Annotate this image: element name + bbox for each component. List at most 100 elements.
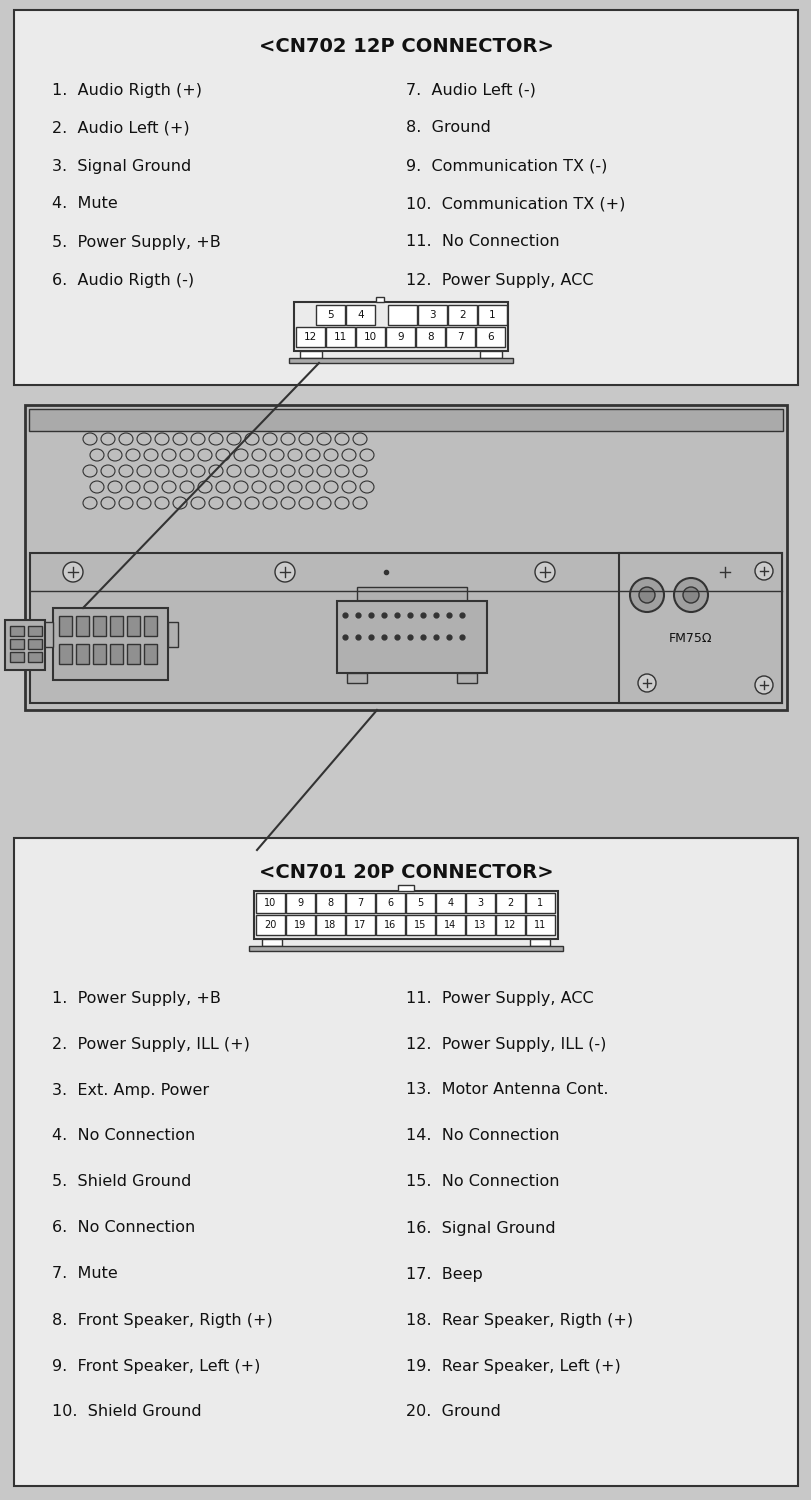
Bar: [406, 915, 435, 934]
Text: 6.  No Connection: 6. No Connection: [52, 1221, 195, 1236]
Bar: [14, 10, 797, 386]
Text: 3: 3: [477, 898, 483, 908]
Text: <CN702 12P CONNECTOR>: <CN702 12P CONNECTOR>: [258, 36, 553, 56]
Text: 2.  Power Supply, ILL (+): 2. Power Supply, ILL (+): [52, 1036, 250, 1052]
Bar: [28, 652, 42, 662]
Bar: [285, 892, 315, 914]
Bar: [43, 622, 53, 646]
Bar: [388, 304, 417, 326]
Text: 13: 13: [474, 920, 486, 930]
Bar: [299, 351, 322, 358]
Bar: [127, 616, 139, 636]
Text: 3.  Ext. Amp. Power: 3. Ext. Amp. Power: [52, 1083, 209, 1098]
Bar: [28, 639, 42, 650]
Bar: [345, 915, 375, 934]
Text: 15.  No Connection: 15. No Connection: [406, 1174, 559, 1190]
Text: 3: 3: [429, 310, 436, 320]
Text: 8: 8: [327, 898, 333, 908]
Bar: [436, 915, 465, 934]
Bar: [59, 616, 72, 636]
Bar: [255, 915, 285, 934]
Bar: [14, 839, 797, 1486]
Ellipse shape: [673, 578, 707, 612]
Text: 14.  No Connection: 14. No Connection: [406, 1128, 559, 1143]
Bar: [375, 297, 384, 302]
Bar: [144, 616, 157, 636]
Text: 9.  Communication TX (-): 9. Communication TX (-): [406, 159, 607, 174]
Text: 8: 8: [427, 332, 433, 342]
Text: 16: 16: [384, 920, 396, 930]
Bar: [5, 620, 45, 670]
Bar: [289, 358, 513, 363]
Bar: [436, 892, 465, 914]
Ellipse shape: [754, 676, 772, 694]
Text: 18: 18: [324, 920, 337, 930]
Bar: [76, 644, 89, 664]
Bar: [127, 644, 139, 664]
Text: 12.  Power Supply, ACC: 12. Power Supply, ACC: [406, 273, 593, 288]
Bar: [285, 915, 315, 934]
Bar: [346, 674, 367, 682]
Bar: [526, 892, 554, 914]
Bar: [448, 304, 476, 326]
Ellipse shape: [63, 562, 83, 582]
Text: 14: 14: [444, 920, 456, 930]
Text: 17.  Beep: 17. Beep: [406, 1266, 483, 1281]
Text: 7: 7: [457, 332, 463, 342]
Bar: [375, 915, 405, 934]
Bar: [249, 946, 562, 951]
Ellipse shape: [275, 562, 294, 582]
Bar: [296, 327, 324, 346]
Bar: [315, 304, 345, 326]
Text: 20.  Ground: 20. Ground: [406, 1404, 500, 1419]
Bar: [25, 405, 786, 710]
Text: 6: 6: [387, 898, 393, 908]
Bar: [357, 586, 466, 602]
Text: 2: 2: [507, 898, 513, 908]
Text: 18.  Rear Speaker, Rigth (+): 18. Rear Speaker, Rigth (+): [406, 1312, 633, 1328]
Bar: [397, 885, 414, 891]
Bar: [93, 644, 106, 664]
Text: 6: 6: [487, 332, 493, 342]
Text: 15: 15: [414, 920, 426, 930]
Text: 2: 2: [459, 310, 466, 320]
Bar: [30, 554, 781, 704]
Text: 16.  Signal Ground: 16. Signal Ground: [406, 1221, 555, 1236]
Bar: [530, 939, 549, 946]
Text: 1: 1: [537, 898, 543, 908]
Text: 2.  Audio Left (+): 2. Audio Left (+): [52, 120, 190, 135]
Bar: [93, 616, 106, 636]
Text: 20: 20: [264, 920, 277, 930]
Text: 5.  Shield Ground: 5. Shield Ground: [52, 1174, 191, 1190]
Text: 11.  Power Supply, ACC: 11. Power Supply, ACC: [406, 990, 593, 1005]
Text: 9.  Front Speaker, Left (+): 9. Front Speaker, Left (+): [52, 1359, 260, 1374]
Text: 10: 10: [363, 332, 376, 342]
Bar: [315, 892, 345, 914]
Bar: [345, 304, 375, 326]
Text: <CN701 20P CONNECTOR>: <CN701 20P CONNECTOR>: [259, 864, 552, 882]
Bar: [406, 892, 435, 914]
Bar: [337, 602, 487, 674]
Bar: [255, 892, 285, 914]
Bar: [479, 351, 501, 358]
Bar: [345, 892, 375, 914]
Bar: [415, 327, 444, 346]
Bar: [29, 410, 782, 430]
Text: 19: 19: [294, 920, 307, 930]
Bar: [315, 915, 345, 934]
Ellipse shape: [714, 562, 734, 582]
Bar: [144, 644, 157, 664]
Text: 11: 11: [333, 332, 346, 342]
Text: 7.  Audio Left (-): 7. Audio Left (-): [406, 82, 535, 98]
Ellipse shape: [682, 586, 698, 603]
Text: 7: 7: [357, 898, 363, 908]
Text: 10: 10: [264, 898, 277, 908]
Text: 9: 9: [297, 898, 303, 908]
Bar: [10, 652, 24, 662]
Bar: [466, 892, 495, 914]
Bar: [496, 892, 525, 914]
Bar: [457, 674, 476, 682]
Text: 5: 5: [417, 898, 423, 908]
Text: 12: 12: [504, 920, 516, 930]
Bar: [254, 891, 557, 939]
